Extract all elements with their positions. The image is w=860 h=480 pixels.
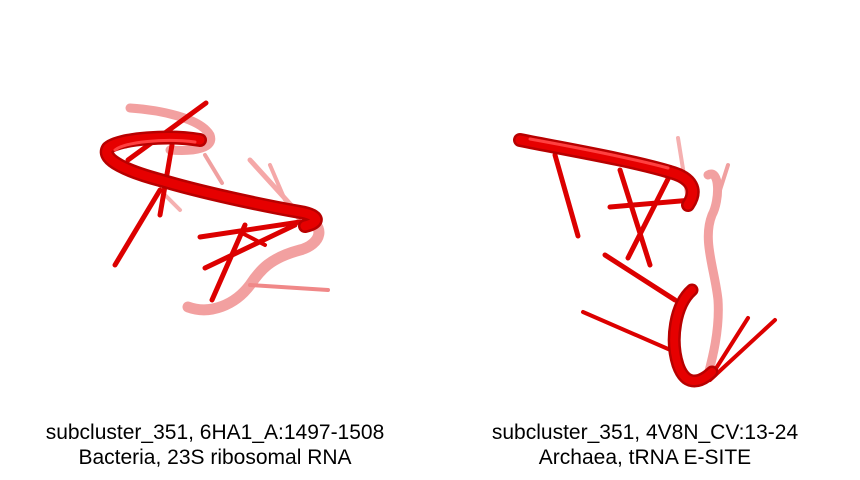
faded-backbone-left [125, 103, 330, 316]
structure-panel-left: subcluster_351, 6HA1_A:1497-1508 Bacteri… [0, 100, 430, 470]
base-sticks-right [552, 152, 777, 382]
structure-caption-right: subcluster_351, 4V8N_CV:13-24 Archaea, t… [430, 420, 860, 470]
rna-structure-render-right [513, 133, 777, 388]
backbone-tube-left [99, 130, 323, 233]
caption-line-2: Archaea, tRNA E-SITE [538, 446, 752, 469]
structure-panel-right: subcluster_351, 4V8N_CV:13-24 Archaea, t… [430, 0, 860, 480]
rna-structure-render-left [99, 100, 330, 316]
caption-line-1: subcluster_351, 6HA1_A:1497-1508 [45, 421, 385, 444]
structure-caption-left: subcluster_351, 6HA1_A:1497-1508 Bacteri… [0, 420, 430, 470]
backbone-tube-right [513, 133, 719, 388]
caption-line-1: subcluster_351, 4V8N_CV:13-24 [491, 421, 799, 444]
caption-line-2: Bacteria, 23S ribosomal RNA [78, 446, 352, 469]
